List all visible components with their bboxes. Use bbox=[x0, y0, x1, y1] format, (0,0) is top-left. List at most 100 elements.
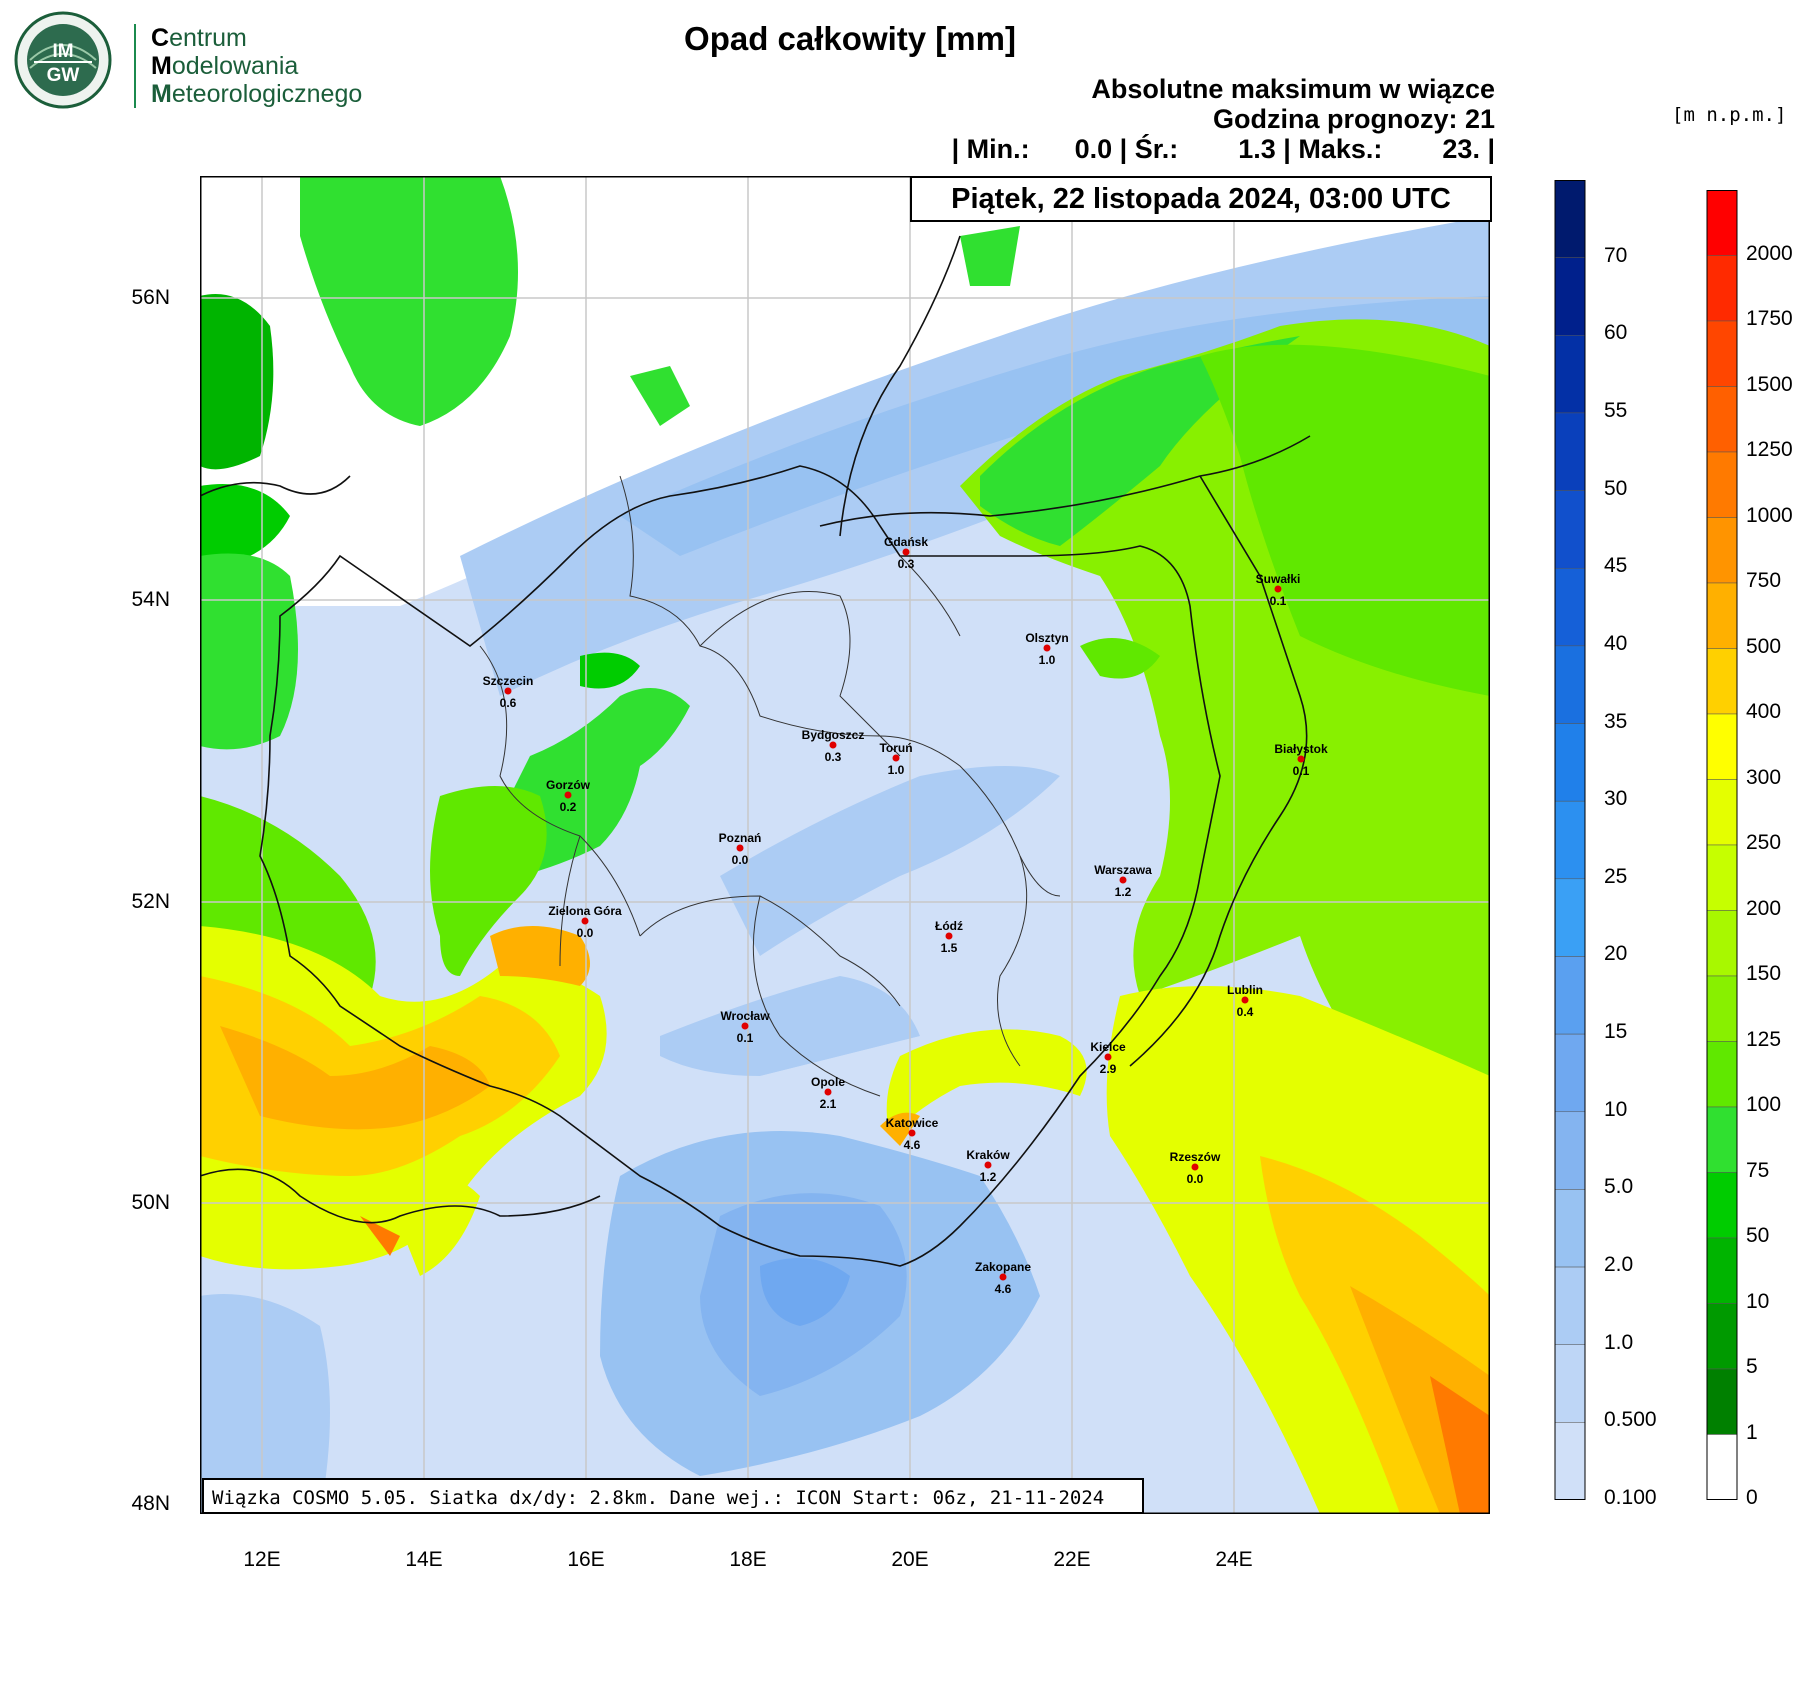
colorbar-swatch bbox=[1706, 1368, 1738, 1435]
colorbar-swatch bbox=[1554, 412, 1586, 491]
colorbar-swatch bbox=[1706, 1172, 1738, 1239]
city-precip-value: 1.0 bbox=[1038, 653, 1056, 667]
colorbar-swatch bbox=[1706, 713, 1738, 780]
city-label: Kielce 2.9 bbox=[1063, 1041, 1153, 1076]
colorbar-swatch bbox=[1554, 1266, 1586, 1345]
model-info-footer: Wiązka COSMO 5.05. Siatka dx/dy: 2.8km. … bbox=[202, 1478, 1144, 1514]
colorbar-swatch bbox=[1554, 257, 1586, 336]
info-forecast-hour: Godzina prognozy: 21 bbox=[1212, 104, 1495, 134]
lon-label-18e: 18E bbox=[729, 1548, 767, 1571]
colorbar-label: 750 bbox=[1746, 569, 1782, 592]
colorbar-label: 1000 bbox=[1746, 503, 1793, 527]
colorbar-swatch bbox=[1554, 878, 1586, 957]
lon-label-20e: 20E bbox=[891, 1548, 929, 1571]
colorbar-swatch bbox=[1554, 1033, 1586, 1113]
lat-label-54n: 54N bbox=[131, 588, 170, 611]
city-dot bbox=[902, 548, 910, 556]
colorbar-label: 60 bbox=[1604, 321, 1628, 345]
info-absolute-max: Absolutne maksimum w wiązce bbox=[1091, 74, 1495, 104]
city-precip-value: 0.0 bbox=[731, 853, 749, 867]
city-name: Wrocław bbox=[720, 1009, 770, 1023]
colorbar-swatch bbox=[1554, 800, 1586, 880]
city-dot bbox=[741, 1022, 749, 1030]
city-precip-value: 0.1 bbox=[1269, 594, 1287, 608]
voivodeship-borders bbox=[479, 475, 1061, 1097]
colorbar-label: 45 bbox=[1604, 554, 1628, 578]
city-label: Łódź 1.5 bbox=[904, 920, 994, 955]
colorbar-swatch bbox=[1554, 1344, 1586, 1423]
city-name: Gorzów bbox=[546, 778, 590, 792]
colorbar-swatch bbox=[1554, 723, 1586, 802]
colorbar-label: 2000 bbox=[1746, 241, 1793, 265]
city-name: Gdańsk bbox=[883, 535, 928, 549]
city-dot bbox=[1297, 755, 1305, 763]
city-dot bbox=[892, 754, 900, 762]
colorbar-swatch bbox=[1554, 180, 1586, 258]
city-dot bbox=[1274, 585, 1282, 593]
colorbar-label: 2.0 bbox=[1604, 1253, 1634, 1277]
colorbar-label: 55 bbox=[1604, 398, 1628, 422]
city-dot bbox=[736, 844, 744, 852]
colorbar-label: 1.0 bbox=[1604, 1330, 1634, 1354]
colorbar-swatch bbox=[1554, 1111, 1586, 1190]
city-name: Łódź bbox=[935, 919, 963, 933]
colorbar-swatch bbox=[1706, 648, 1738, 715]
colorbar-swatch bbox=[1706, 910, 1738, 977]
height-colorbar bbox=[1706, 190, 1738, 1500]
colorbar-label: 250 bbox=[1746, 831, 1782, 854]
city-label: Kraków 1.2 bbox=[943, 1149, 1033, 1184]
city-label: Gorzów 0.2 bbox=[523, 779, 613, 814]
city-precip-value: 0.1 bbox=[736, 1031, 754, 1045]
colorbar-label: 30 bbox=[1604, 787, 1628, 811]
city-label: Lublin 0.4 bbox=[1200, 984, 1290, 1019]
imgw-seal-icon: IM GW bbox=[14, 11, 112, 109]
colorbar-label: 5 bbox=[1746, 1355, 1758, 1378]
city-label: Suwałki 0.1 bbox=[1233, 573, 1323, 608]
colorbar-swatch bbox=[1706, 1237, 1738, 1304]
lat-label-52n: 52N bbox=[131, 890, 170, 913]
city-dot bbox=[1191, 1163, 1199, 1171]
city-label: Olsztyn 1.0 bbox=[1002, 632, 1092, 667]
colorbar-label: 5.0 bbox=[1604, 1175, 1634, 1199]
colorbar-swatch bbox=[1554, 956, 1586, 1035]
city-precip-value: 1.2 bbox=[979, 1170, 997, 1184]
city-precip-value: 1.5 bbox=[940, 941, 958, 955]
svg-text:GW: GW bbox=[47, 65, 80, 86]
city-name: Zielona Góra bbox=[548, 904, 622, 918]
city-precip-value: 1.0 bbox=[887, 763, 905, 777]
city-label: Toruń 1.0 bbox=[851, 742, 941, 777]
city-dot bbox=[1119, 876, 1127, 884]
city-precip-value: 0.1 bbox=[1292, 764, 1310, 778]
city-label: Gdańsk 0.3 bbox=[861, 536, 951, 571]
colorbar-frame bbox=[1706, 190, 1738, 1500]
colorbar-frame bbox=[1554, 180, 1586, 1500]
city-name: Bydgoszcz bbox=[801, 728, 865, 742]
city-precip-value: 2.1 bbox=[819, 1097, 837, 1111]
colorbar-label: 1750 bbox=[1746, 307, 1793, 330]
city-name: Szczecin bbox=[482, 674, 534, 688]
colorbar-label: 1250 bbox=[1746, 438, 1793, 461]
colorbar-swatch bbox=[1706, 517, 1738, 584]
colorbar-swatch bbox=[1554, 645, 1586, 724]
imgw-logo: IM GW Centrum Modelowania Meteorologiczn… bbox=[12, 10, 382, 110]
city-label: Warszawa 1.2 bbox=[1078, 864, 1168, 899]
colorbar-swatch bbox=[1554, 1189, 1586, 1268]
colorbar-label: 10 bbox=[1746, 1289, 1770, 1313]
city-label: Zielona Góra 0.0 bbox=[540, 905, 630, 940]
colorbar-label: 50 bbox=[1746, 1224, 1770, 1247]
colorbar-label: 0 bbox=[1746, 1486, 1758, 1509]
city-label: Białystok 0.1 bbox=[1256, 743, 1346, 778]
city-name: Olsztyn bbox=[1025, 631, 1069, 645]
colorbar-swatch bbox=[1554, 335, 1586, 414]
city-name: Kraków bbox=[966, 1148, 1010, 1162]
city-markers bbox=[504, 548, 1305, 1281]
colorbar-label: 50 bbox=[1604, 476, 1628, 500]
city-dot bbox=[1104, 1053, 1112, 1061]
city-name: Rzeszów bbox=[1169, 1150, 1221, 1164]
city-dot bbox=[564, 791, 572, 799]
city-precip-value: 0.3 bbox=[824, 750, 842, 764]
logo-line-2: Modelowania bbox=[151, 52, 299, 80]
height-unit-label: [m n.p.m.] bbox=[1672, 104, 1787, 126]
lon-label-22e: 22E bbox=[1053, 1548, 1091, 1571]
city-dot bbox=[504, 687, 512, 695]
